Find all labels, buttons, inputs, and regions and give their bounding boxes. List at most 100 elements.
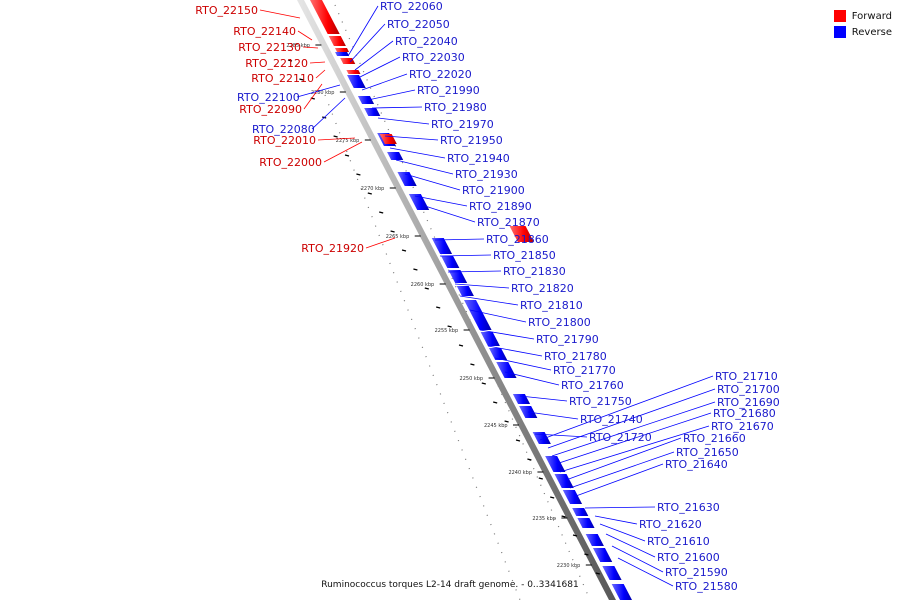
forward-gene-label: RTO_22140 (233, 25, 296, 38)
leader-line (309, 61, 326, 64)
reverse-feature (488, 348, 508, 360)
leader-line (555, 412, 712, 465)
forward-gene-label: RTO_22130 (238, 41, 301, 54)
tick-label: 2275 kbp (336, 138, 360, 144)
leader-line (377, 117, 430, 125)
leader-line (569, 451, 675, 489)
reverse-feature (572, 508, 589, 516)
leader-line (519, 395, 568, 402)
reverse-gene-label: RTO_22040 (395, 35, 458, 48)
reverse-gene-label: RTO_21980 (424, 101, 487, 114)
reverse-gene-label: RTO_21990 (417, 84, 480, 97)
track-dash (550, 496, 555, 499)
forward-gene-label: RTO_22120 (245, 57, 308, 70)
reverse-gene-label: RTO_21750 (569, 395, 632, 408)
reverse-gene-label: RTO_21720 (589, 431, 652, 444)
reverse-gene-label: RTO_21830 (503, 265, 566, 278)
reverse-feature (464, 300, 492, 330)
leader-line (539, 375, 714, 441)
reverse-gene-label: RTO_21810 (520, 299, 583, 312)
leader-line (527, 411, 579, 420)
leader-line (459, 295, 519, 306)
reverse-gene-label: RTO_22080 (252, 123, 315, 136)
reverse-gene-label: RTO_21860 (486, 233, 549, 246)
track-dash (299, 78, 304, 81)
leader-line (365, 237, 396, 249)
tick-label: 2235 kbp (532, 516, 556, 522)
reverse-feature (357, 96, 375, 104)
reverse-feature (562, 490, 583, 504)
label-leader-lines (259, 5, 716, 587)
tick-label: 2255 kbp (435, 328, 459, 334)
track-dash (356, 173, 361, 176)
track-dash (379, 211, 384, 214)
track-dash (458, 344, 464, 347)
forward-gene-label: RTO_22110 (251, 72, 314, 85)
tick-label: 2245 kbp (484, 423, 508, 429)
reverse-gene-label: RTO_21630 (657, 501, 720, 514)
reverse-gene-label: RTO_21940 (447, 152, 510, 165)
leader-line (259, 9, 301, 19)
reverse-feature (364, 108, 381, 116)
reverse-gene-label: RTO_22050 (387, 18, 450, 31)
leader-line (611, 545, 664, 573)
tick-label: 2280 kbp (311, 90, 335, 96)
reverse-feature (585, 534, 604, 546)
leader-line (494, 357, 552, 371)
leader-line (389, 147, 446, 159)
leader-line (371, 106, 423, 109)
reverse-gene-label: RTO_21590 (665, 566, 728, 579)
track-dash (287, 59, 293, 62)
leader-line (303, 83, 323, 110)
leader-line (297, 30, 313, 41)
reverse-gene-label: RTO_21660 (683, 432, 746, 445)
track-dash (595, 572, 600, 575)
reverse-feature (408, 194, 430, 210)
reverse-feature (602, 566, 622, 580)
forward-gene-label: RTO_22010 (253, 134, 316, 147)
leader-line (311, 97, 346, 130)
leader-line (414, 195, 468, 207)
track-dash (561, 515, 566, 518)
reverse-gene-label: RTO_21600 (657, 551, 720, 564)
legend-label-forward: Forward (851, 10, 892, 22)
reverse-feature (554, 474, 574, 488)
forward-feature (328, 36, 346, 46)
reverse-feature (335, 52, 350, 56)
reverse-swatch (833, 26, 846, 38)
reverse-gene-label: RTO_21610 (647, 535, 710, 548)
reverse-gene-label: RTO_21760 (561, 379, 624, 392)
forward-gene-label: RTO_22000 (259, 156, 322, 169)
reverse-feature (512, 394, 531, 404)
leader-line (547, 388, 716, 449)
reverse-gene-label: RTO_21900 (462, 184, 525, 197)
track-dash (504, 420, 509, 423)
reverse-gene-label: RTO_21790 (536, 333, 599, 346)
reverse-gene-label: RTO_21690 (717, 396, 780, 409)
leader-line (323, 141, 363, 163)
gene-labels: RTO_22150 RTO_22140 RTO_22130 RTO_22120 RTO_… (195, 0, 779, 593)
reverse-gene-label: RTO_22100 (237, 91, 300, 104)
tick-label: 2260 kbp (411, 282, 435, 288)
legend: Forward Reverse (833, 8, 892, 40)
reverse-gene-label: RTO_21870 (477, 216, 540, 229)
leader-line (361, 73, 408, 91)
track-dash (572, 534, 578, 537)
leader-line (317, 137, 356, 141)
forward-feature (346, 70, 361, 74)
reverse-feature (592, 548, 613, 562)
reverse-feature (480, 332, 500, 346)
leader-line (551, 401, 716, 457)
track-dash (390, 230, 395, 233)
tick-label: 2285 kbp (286, 43, 310, 49)
leader-line (599, 523, 646, 542)
reverse-gene-label: RTO_21850 (493, 249, 556, 262)
track-dash (367, 192, 372, 195)
track-dash (470, 363, 475, 366)
leader-line (367, 89, 416, 101)
reverse-gene-label: RTO_21670 (711, 420, 774, 433)
genome-backbone (296, 0, 617, 600)
reverse-feature (456, 286, 474, 296)
reverse-gene-label: RTO_21710 (715, 370, 778, 383)
reverse-feature (397, 172, 417, 186)
